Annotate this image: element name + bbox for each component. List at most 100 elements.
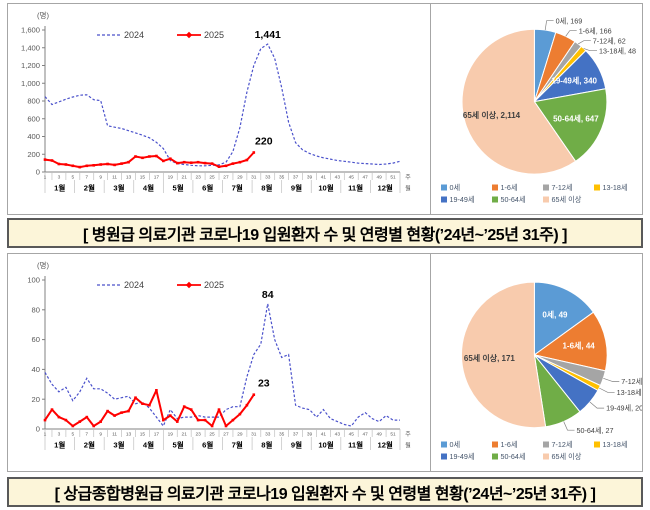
svg-text:50-64세: 50-64세 bbox=[501, 195, 526, 204]
svg-text:1-6세: 1-6세 bbox=[501, 440, 518, 449]
svg-text:13-18세, 4: 13-18세, 4 bbox=[617, 388, 642, 397]
svg-text:40: 40 bbox=[32, 365, 40, 374]
svg-text:15: 15 bbox=[140, 175, 146, 181]
svg-text:7: 7 bbox=[85, 432, 88, 438]
tertiary-hospital-caption: [ 상급종합병원급 의료기관 코로나19 입원환자 수 및 연령별 현황(’24… bbox=[7, 477, 643, 507]
svg-text:0: 0 bbox=[36, 168, 40, 177]
svg-text:29: 29 bbox=[237, 432, 243, 438]
svg-text:8월: 8월 bbox=[261, 183, 272, 193]
svg-text:1-6세: 1-6세 bbox=[501, 183, 518, 192]
svg-text:25: 25 bbox=[209, 175, 215, 181]
svg-text:11월: 11월 bbox=[348, 183, 363, 193]
svg-text:7-12세, 62: 7-12세, 62 bbox=[593, 36, 626, 45]
tertiary-pie-chart-cell: 0세, 49 1-6세, 44 7-12세, 11 13-18세, 4 19-49세, … bbox=[430, 254, 642, 471]
svg-text:9월: 9월 bbox=[291, 440, 302, 450]
svg-text:50-64세, 27: 50-64세, 27 bbox=[577, 426, 614, 435]
tertiary-line-chart-cell: 0 20 40 60 80 100 (명) 1 3 5 7 9 11 13 15 17 19 21 23 25 27 29… bbox=[8, 254, 430, 471]
svg-text:41: 41 bbox=[321, 432, 327, 438]
svg-text:2월: 2월 bbox=[84, 440, 95, 450]
svg-text:3월: 3월 bbox=[113, 183, 124, 193]
svg-text:5월: 5월 bbox=[173, 183, 184, 193]
svg-text:23: 23 bbox=[195, 175, 201, 181]
svg-text:11월: 11월 bbox=[348, 440, 363, 450]
svg-text:84: 84 bbox=[262, 289, 274, 301]
svg-text:4월: 4월 bbox=[143, 440, 154, 450]
svg-text:7월: 7월 bbox=[232, 183, 243, 193]
svg-text:50-64세, 647: 50-64세, 647 bbox=[553, 114, 599, 124]
svg-text:35: 35 bbox=[279, 432, 285, 438]
svg-text:17: 17 bbox=[154, 175, 160, 181]
svg-text:13-18세: 13-18세 bbox=[603, 440, 628, 449]
svg-text:0: 0 bbox=[36, 425, 40, 434]
svg-text:23: 23 bbox=[195, 432, 201, 438]
svg-text:1: 1 bbox=[44, 175, 47, 181]
svg-text:19-49세, 340: 19-49세, 340 bbox=[551, 76, 597, 86]
svg-text:1,441: 1,441 bbox=[255, 29, 281, 41]
svg-text:2024: 2024 bbox=[124, 30, 144, 40]
svg-text:19-49세: 19-49세 bbox=[450, 452, 475, 461]
svg-text:29: 29 bbox=[237, 175, 243, 181]
svg-text:1월: 1월 bbox=[54, 183, 65, 193]
svg-text:65세 이상: 65세 이상 bbox=[552, 452, 582, 461]
svg-text:(명): (명) bbox=[37, 10, 50, 20]
svg-text:43: 43 bbox=[335, 175, 341, 181]
svg-text:13: 13 bbox=[126, 175, 132, 181]
svg-text:0세: 0세 bbox=[450, 183, 461, 192]
svg-text:19: 19 bbox=[168, 432, 174, 438]
svg-text:7월: 7월 bbox=[232, 440, 243, 450]
svg-text:5: 5 bbox=[72, 432, 75, 438]
svg-text:12월: 12월 bbox=[377, 440, 392, 450]
svg-text:5월: 5월 bbox=[173, 440, 184, 450]
svg-text:100: 100 bbox=[27, 276, 40, 285]
svg-text:17: 17 bbox=[154, 432, 160, 438]
svg-text:13: 13 bbox=[126, 432, 132, 438]
svg-text:1,200: 1,200 bbox=[21, 61, 40, 70]
svg-text:39: 39 bbox=[307, 432, 313, 438]
svg-text:51: 51 bbox=[390, 175, 396, 181]
svg-text:11: 11 bbox=[112, 432, 117, 438]
svg-text:0세, 169: 0세, 169 bbox=[556, 16, 583, 25]
svg-text:13-18세, 48: 13-18세, 48 bbox=[599, 46, 636, 55]
svg-text:1,400: 1,400 bbox=[21, 43, 40, 52]
svg-text:45: 45 bbox=[349, 432, 355, 438]
svg-text:15: 15 bbox=[140, 432, 146, 438]
tertiary-hospital-panel: 0 20 40 60 80 100 (명) 1 3 5 7 9 11 13 15 17 19 21 23 25 27 29… bbox=[7, 253, 643, 472]
svg-text:37: 37 bbox=[293, 175, 299, 181]
svg-text:월: 월 bbox=[405, 442, 411, 450]
svg-text:45: 45 bbox=[349, 175, 355, 181]
svg-text:3: 3 bbox=[58, 432, 61, 438]
svg-text:7-12세, 11: 7-12세, 11 bbox=[621, 377, 642, 386]
svg-text:1,000: 1,000 bbox=[21, 79, 40, 88]
svg-text:39: 39 bbox=[307, 175, 313, 181]
hospital-line-chart-cell: 0 200 400 600 800 1,000 1,200 1,400 1,600 (명) 1 3 5 7… bbox=[8, 4, 430, 214]
svg-text:2025: 2025 bbox=[204, 280, 224, 290]
svg-text:1-6세, 166: 1-6세, 166 bbox=[579, 26, 612, 35]
svg-text:3월: 3월 bbox=[113, 440, 124, 450]
svg-text:47: 47 bbox=[363, 175, 369, 181]
svg-text:7-12세: 7-12세 bbox=[552, 440, 573, 449]
svg-text:3: 3 bbox=[58, 175, 61, 181]
svg-text:19: 19 bbox=[168, 175, 174, 181]
svg-text:1,600: 1,600 bbox=[21, 26, 40, 35]
svg-text:31: 31 bbox=[251, 432, 257, 438]
svg-text:27: 27 bbox=[223, 432, 229, 438]
svg-text:5: 5 bbox=[72, 175, 75, 181]
svg-text:11: 11 bbox=[112, 175, 117, 181]
svg-text:21: 21 bbox=[182, 175, 188, 181]
svg-text:6월: 6월 bbox=[202, 183, 213, 193]
hospital-grade-panel: 0 200 400 600 800 1,000 1,200 1,400 1,600 (명) 1 3 5 7… bbox=[7, 3, 643, 215]
svg-text:60: 60 bbox=[32, 335, 40, 344]
svg-text:800: 800 bbox=[27, 97, 40, 106]
svg-text:13-18세: 13-18세 bbox=[603, 183, 628, 192]
svg-text:65세 이상: 65세 이상 bbox=[552, 195, 582, 204]
svg-text:49: 49 bbox=[376, 175, 382, 181]
svg-text:33: 33 bbox=[265, 432, 271, 438]
svg-text:2025: 2025 bbox=[204, 30, 224, 40]
svg-text:주: 주 bbox=[405, 431, 411, 438]
svg-text:49: 49 bbox=[376, 432, 382, 438]
svg-text:9: 9 bbox=[99, 175, 102, 181]
svg-text:9: 9 bbox=[99, 432, 102, 438]
